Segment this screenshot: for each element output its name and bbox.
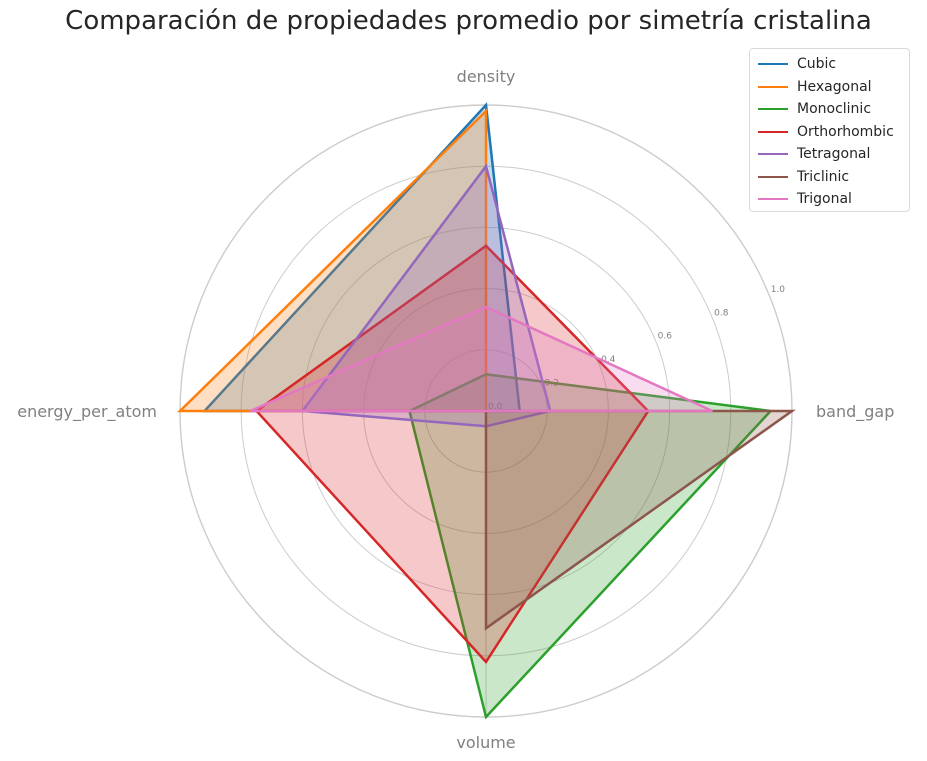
radial-tick-label: 0.0 — [488, 402, 503, 412]
legend-item: Tetragonal — [758, 143, 870, 165]
chart-title: Comparación de propiedades promedio por … — [65, 6, 872, 36]
legend-label: Tetragonal — [797, 146, 871, 162]
legend-item: Orthorhombic — [758, 121, 894, 143]
axis-label-density: density — [457, 67, 516, 86]
radial-tick-label: 0.4 — [601, 355, 616, 365]
series-trigonal — [249, 305, 713, 413]
legend-item: Triclinic — [758, 166, 849, 188]
legend-swatch — [758, 63, 788, 65]
series-monoclinic — [408, 373, 774, 720]
legend-label: Orthorhombic — [797, 123, 894, 140]
radial-tick-label: 1.0 — [771, 285, 786, 295]
series-layer — [176, 102, 796, 720]
legend-label: Hexagonal — [797, 78, 872, 95]
legend-swatch — [758, 130, 788, 133]
legend: Cubic Hexagonal Monoclinic Orthorhombic Tetr… — [749, 48, 910, 212]
series-triclinic — [484, 409, 796, 631]
legend-swatch — [758, 108, 788, 110]
legend-label: Cubic — [797, 56, 837, 72]
legend-item: Hexagonal — [758, 76, 872, 98]
legend-item: Monoclinic — [758, 98, 871, 120]
radial-tick-label: 0.6 — [658, 332, 673, 342]
legend-item: Cubic — [758, 53, 836, 75]
axis-label-volume: volume — [456, 733, 515, 752]
legend-label: Monoclinic — [797, 101, 872, 117]
legend-item: Trigonal — [758, 188, 852, 210]
legend-swatch — [758, 175, 788, 178]
legend-swatch — [758, 198, 788, 200]
legend-label: Triclinic — [797, 168, 850, 185]
radial-tick-label: 0.8 — [714, 308, 729, 318]
axis-label-band-gap: band_gap — [816, 402, 894, 422]
legend-label: Trigonal — [797, 191, 852, 207]
legend-swatch — [758, 85, 788, 88]
axis-label-energy-per-atom: energy_per_atom — [17, 402, 157, 422]
legend-swatch — [758, 153, 788, 155]
